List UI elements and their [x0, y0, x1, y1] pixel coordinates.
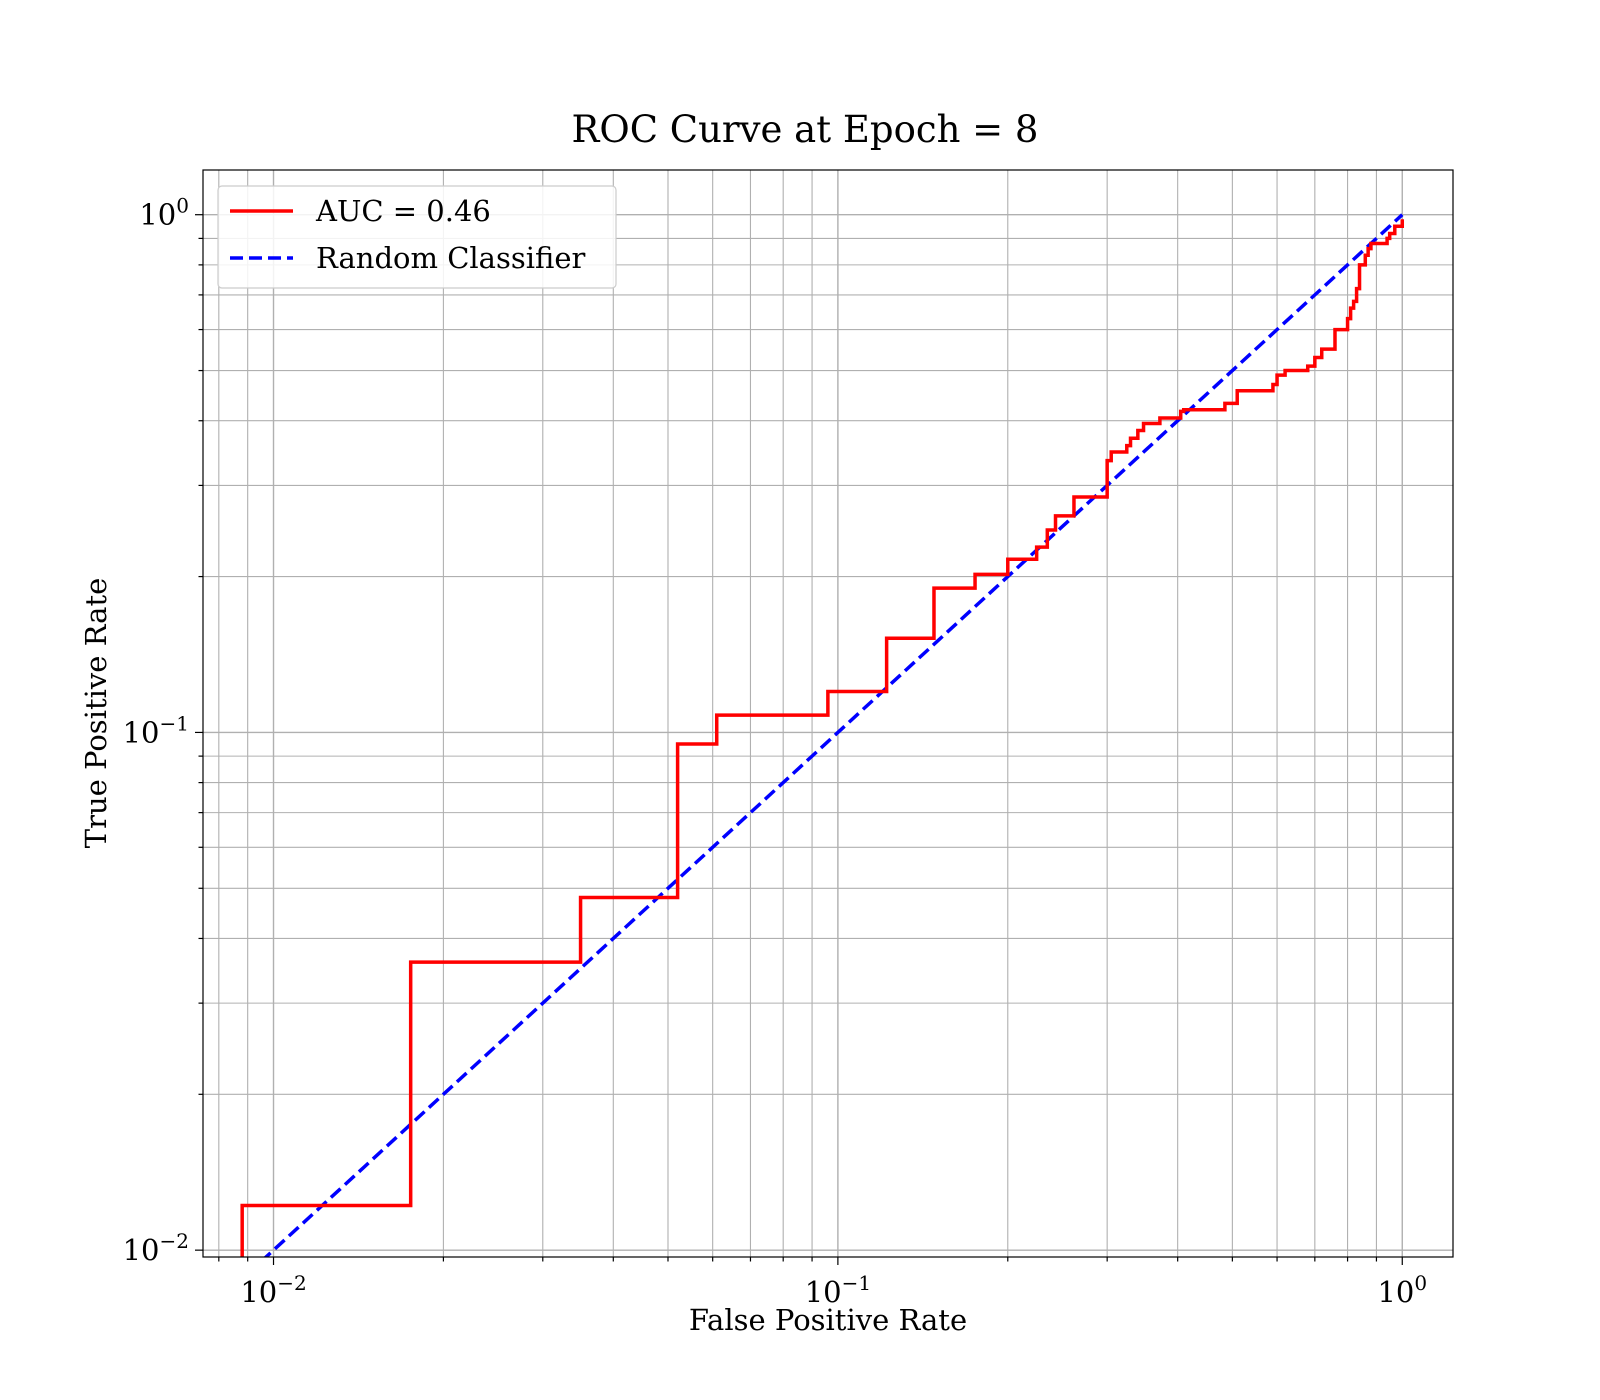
roc-curve-line: [240, 219, 1405, 1257]
plot-frame: [202, 169, 1454, 1258]
x-tick-label: 100: [1377, 1271, 1427, 1309]
y-tick-label: 100: [139, 194, 189, 232]
legend: AUC = 0.46 Random Classifier: [217, 185, 617, 289]
grid: [203, 170, 1453, 1257]
tick-labels: 10−2 10−1 100 10−2 10−1 100: [123, 194, 1427, 1309]
chart-title: ROC Curve at Epoch = 8: [572, 108, 1039, 151]
random-classifier-line: [263, 213, 1404, 1257]
plot-series: [240, 213, 1405, 1257]
x-tick-label: 10−1: [805, 1271, 871, 1309]
x-tick-label: 10−2: [240, 1271, 306, 1309]
y-axis-label: True Positive Rate: [79, 578, 113, 849]
axis-ticks: [195, 214, 1403, 1265]
legend-label-random: Random Classifier: [316, 241, 586, 275]
x-axis-label: False Positive Rate: [689, 1303, 967, 1337]
legend-box: [217, 185, 617, 289]
y-tick-label: 10−2: [123, 1229, 189, 1267]
legend-label-auc: AUC = 0.46: [315, 194, 491, 228]
y-tick-label: 10−1: [123, 711, 189, 749]
